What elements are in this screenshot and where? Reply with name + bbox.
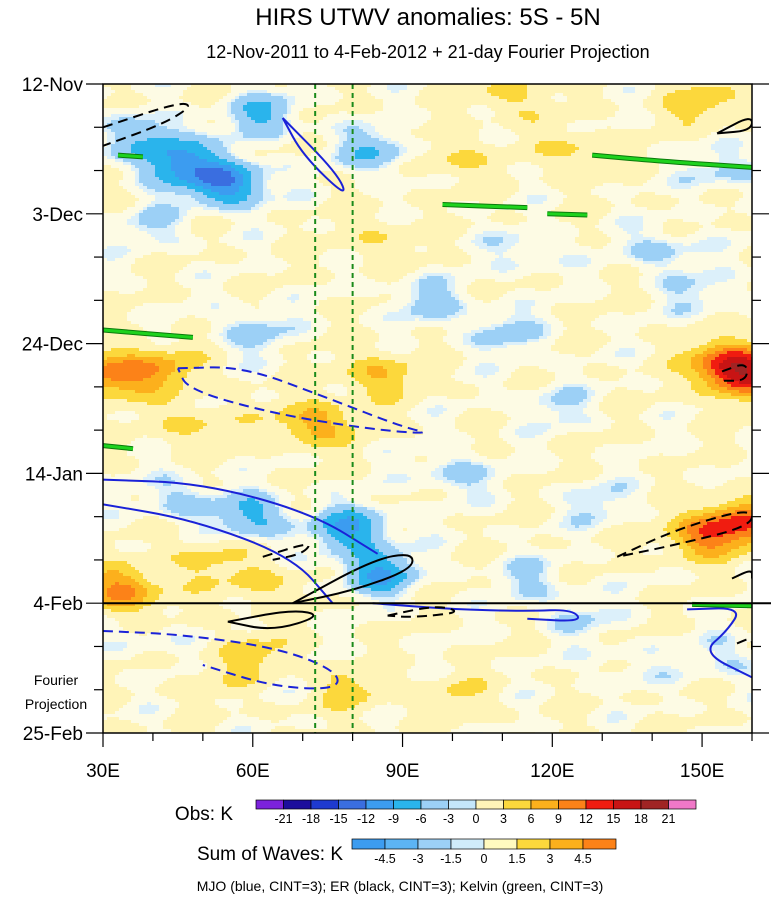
chart-title: HIRS UTWV anomalies: 5S - 5N bbox=[255, 4, 600, 31]
hovmoller-figure: HIRS UTWV anomalies: 5S - 5N 12-Nov-2011… bbox=[0, 0, 771, 899]
plot-area bbox=[103, 84, 771, 736]
chart-subtitle: 12-Nov-2011 to 4-Feb-2012 + 21-day Fouri… bbox=[206, 42, 649, 62]
